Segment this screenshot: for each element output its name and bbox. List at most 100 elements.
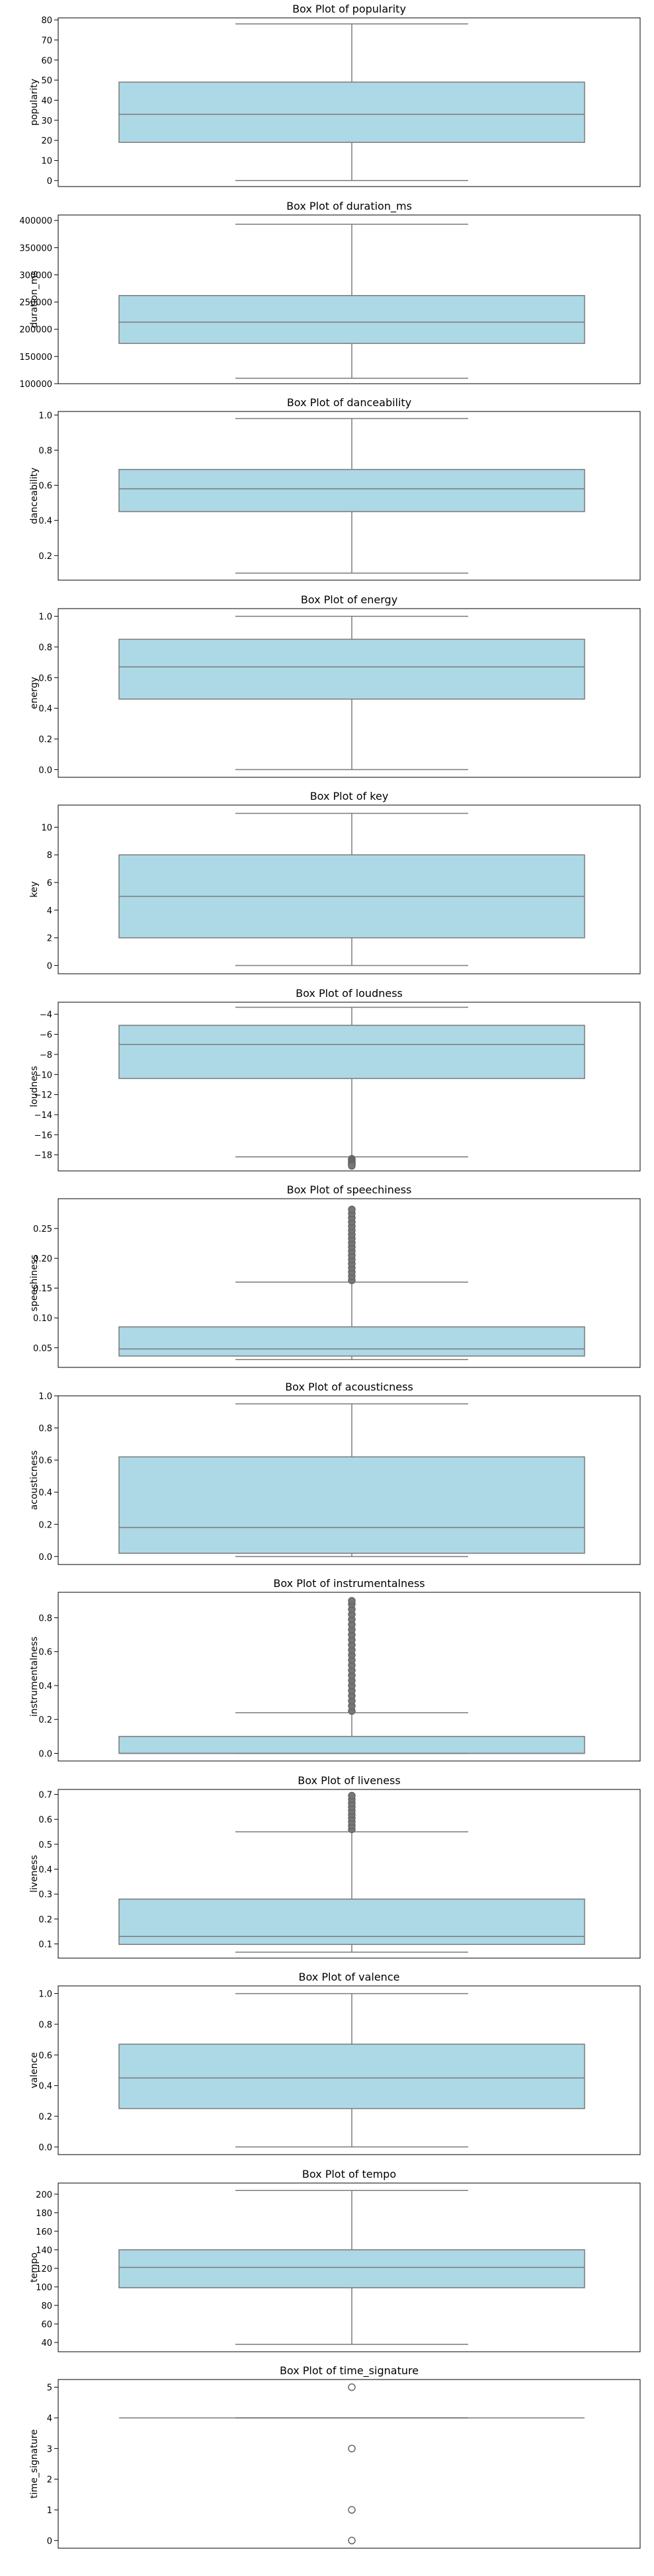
y-tick-label: 0.1 xyxy=(38,1940,52,1950)
y-tick-label: 50 xyxy=(41,76,52,86)
chart-panel: Box Plot of duration_ms duration_ms 100000… xyxy=(19,200,641,390)
y-tick-label: 0.8 xyxy=(38,1424,52,1434)
y-tick-label: 0.0 xyxy=(38,765,52,775)
axes-frame xyxy=(58,1002,641,1172)
y-tick-label: 250000 xyxy=(19,298,52,308)
y-tick-label: 0.0 xyxy=(38,1749,52,1759)
y-tick-label: 5 xyxy=(47,2383,52,2393)
y-tick-label: −10 xyxy=(34,1070,52,1080)
iqr-box xyxy=(118,1456,585,1554)
y-tick-label: 2 xyxy=(47,934,52,944)
y-tick-label: −18 xyxy=(34,1151,52,1161)
y-axis-label: loudness xyxy=(29,1066,40,1107)
y-tick-label: 100 xyxy=(36,2283,52,2293)
y-tick-label: 1.0 xyxy=(38,613,52,623)
y-tick-label: 0.4 xyxy=(38,1488,52,1498)
y-tick-label: 10 xyxy=(41,157,52,167)
y-tick-label: 0.8 xyxy=(38,2020,52,2030)
y-tick-label: 300000 xyxy=(19,271,52,280)
y-tick-label: 70 xyxy=(41,36,52,46)
y-tick-label: 1.0 xyxy=(38,1392,52,1402)
y-tick-label: 0.8 xyxy=(38,1613,52,1623)
outlier-point xyxy=(348,2444,356,2453)
y-tick-label: −8 xyxy=(40,1051,52,1060)
y-tick-label: 180 xyxy=(36,2209,52,2219)
y-axis-label: tempo xyxy=(29,2253,40,2282)
y-tick-label: 0.6 xyxy=(38,1456,52,1466)
y-tick-label: 350000 xyxy=(19,243,52,253)
axes-frame xyxy=(58,1789,641,1959)
chart-title: Box Plot of key xyxy=(310,790,389,802)
y-tick-label: 0 xyxy=(47,2536,52,2546)
y-tick-label: 8 xyxy=(47,851,52,861)
axes-frame xyxy=(58,1198,641,1368)
y-tick-label: 0.4 xyxy=(38,705,52,714)
chart-panel: Box Plot of energy energy 0.0 0.2 0.4 0.6 0.8 1… xyxy=(29,593,641,778)
axes-frame xyxy=(58,17,641,187)
y-axis-label: speechiness xyxy=(29,1255,40,1312)
chart-panel: Box Plot of loudness loudness −18 −16 −14 −12… xyxy=(29,987,641,1172)
iqr-box xyxy=(118,2249,585,2289)
iqr-box xyxy=(118,638,585,700)
y-tick-label: −14 xyxy=(34,1111,52,1121)
axes-frame xyxy=(58,411,641,581)
y-tick-label: 120 xyxy=(36,2264,52,2274)
axes-frame xyxy=(58,2379,641,2549)
y-tick-label: 0.0 xyxy=(38,1553,52,1563)
y-tick-label: 150000 xyxy=(19,353,52,363)
y-tick-label: 0.0 xyxy=(38,2143,52,2153)
y-tick-label: 0.2 xyxy=(38,552,52,562)
y-tick-label: 1 xyxy=(47,2506,52,2516)
y-tick-label: 0.6 xyxy=(38,2051,52,2061)
chart-title: Box Plot of duration_ms xyxy=(286,200,412,213)
y-tick-label: 0.6 xyxy=(38,1815,52,1825)
outlier-point xyxy=(348,1205,356,1213)
axes-frame xyxy=(58,1985,641,2155)
chart-title: Box Plot of acousticness xyxy=(285,1381,413,1393)
chart-panel: Box Plot of danceability danceability 0.2 0… xyxy=(29,396,641,581)
axes-frame xyxy=(58,1395,641,1565)
y-tick-label: 6 xyxy=(47,879,52,888)
y-tick-label: 3 xyxy=(47,2444,52,2454)
chart-panel: Box Plot of speechiness speechiness 0.05 0.… xyxy=(29,1183,641,1368)
y-tick-label: 0.2 xyxy=(38,1915,52,1925)
iqr-box xyxy=(118,1898,585,1946)
y-tick-label: 200 xyxy=(36,2190,52,2200)
y-tick-label: −12 xyxy=(34,1091,52,1101)
axes-frame xyxy=(58,608,641,778)
y-tick-label: 0.8 xyxy=(38,643,52,653)
y-tick-label: 1.0 xyxy=(38,411,52,421)
y-tick-label: 2 xyxy=(47,2475,52,2485)
y-tick-label: 0.2 xyxy=(38,1520,52,1530)
y-tick-label: −6 xyxy=(40,1031,52,1041)
y-tick-label: 4 xyxy=(47,2414,52,2424)
y-tick-label: 0.2 xyxy=(38,2112,52,2122)
y-tick-label: 0 xyxy=(47,961,52,971)
y-tick-label: 0.05 xyxy=(33,1344,52,1353)
iqr-box xyxy=(118,468,585,513)
chart-title: Box Plot of tempo xyxy=(302,2168,396,2180)
y-tick-label: 0.2 xyxy=(38,735,52,745)
chart-panel: Box Plot of instrumentalness instrumental… xyxy=(29,1577,641,1762)
y-tick-label: 80 xyxy=(41,2301,52,2311)
chart-title: Box Plot of speechiness xyxy=(287,1183,412,1196)
y-tick-label: 0.25 xyxy=(33,1224,52,1234)
y-axis-label: popularity xyxy=(29,79,40,126)
chart-title: Box Plot of danceability xyxy=(287,396,411,409)
y-tick-label: 1.0 xyxy=(38,1990,52,2000)
outlier-point xyxy=(348,2506,356,2514)
outlier-point xyxy=(348,2536,356,2545)
chart-panel: Box Plot of key key 0 2 4 6 8 10 xyxy=(29,790,641,974)
y-tick-label: 80 xyxy=(41,16,52,26)
y-tick-label: 100000 xyxy=(19,380,52,390)
outlier-point xyxy=(348,1162,356,1170)
y-axis-label: time_signature xyxy=(29,2429,40,2499)
chart-panel: Box Plot of tempo tempo 40 60 80 100 120 140 160… xyxy=(29,2168,641,2352)
outlier-point xyxy=(348,1791,356,1800)
y-tick-label: 160 xyxy=(36,2227,52,2237)
axes-frame xyxy=(58,804,641,974)
y-tick-label: 40 xyxy=(41,96,52,106)
y-tick-label: 60 xyxy=(41,56,52,66)
